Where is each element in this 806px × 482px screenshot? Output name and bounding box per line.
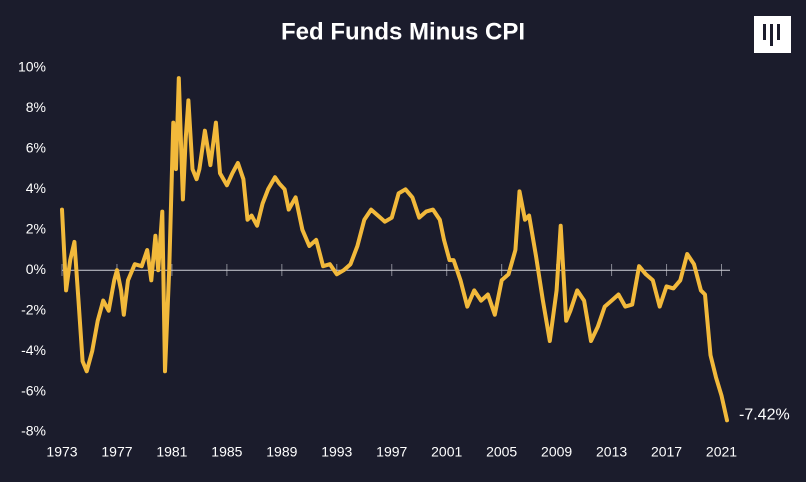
y-tick-label: -8% [21,423,46,439]
x-tick-label: 1997 [376,444,407,460]
end-label: -7.42% [739,406,790,423]
y-tick-label: -6% [21,382,46,398]
x-tick-label: 2009 [541,444,572,460]
x-tick-label: 1981 [156,444,187,460]
y-tick-label: 2% [26,220,46,236]
x-tick-label: 1973 [46,444,77,460]
y-tick-label: -2% [21,301,46,317]
x-tick-label: 2013 [596,444,627,460]
y-tick-label: 0% [26,261,46,277]
x-tick-label: 1993 [321,444,352,460]
x-tick-label: 1985 [211,444,242,460]
y-tick-label: 8% [26,99,46,115]
x-tick-label: 2017 [651,444,682,460]
logo [754,16,791,53]
x-tick-label: 2021 [706,444,737,460]
x-tick-label: 2005 [486,444,517,460]
y-tick-label: -4% [21,342,46,358]
x-tick-label: 2001 [431,444,462,460]
chart-title: Fed Funds Minus CPI [281,18,525,45]
y-tick-label: 10% [18,59,46,75]
x-tick-label: 1989 [266,444,297,460]
y-tick-label: 6% [26,140,46,156]
line-series [60,76,729,423]
x-tick-label: 1977 [101,444,132,460]
y-tick-label: 4% [26,180,46,196]
